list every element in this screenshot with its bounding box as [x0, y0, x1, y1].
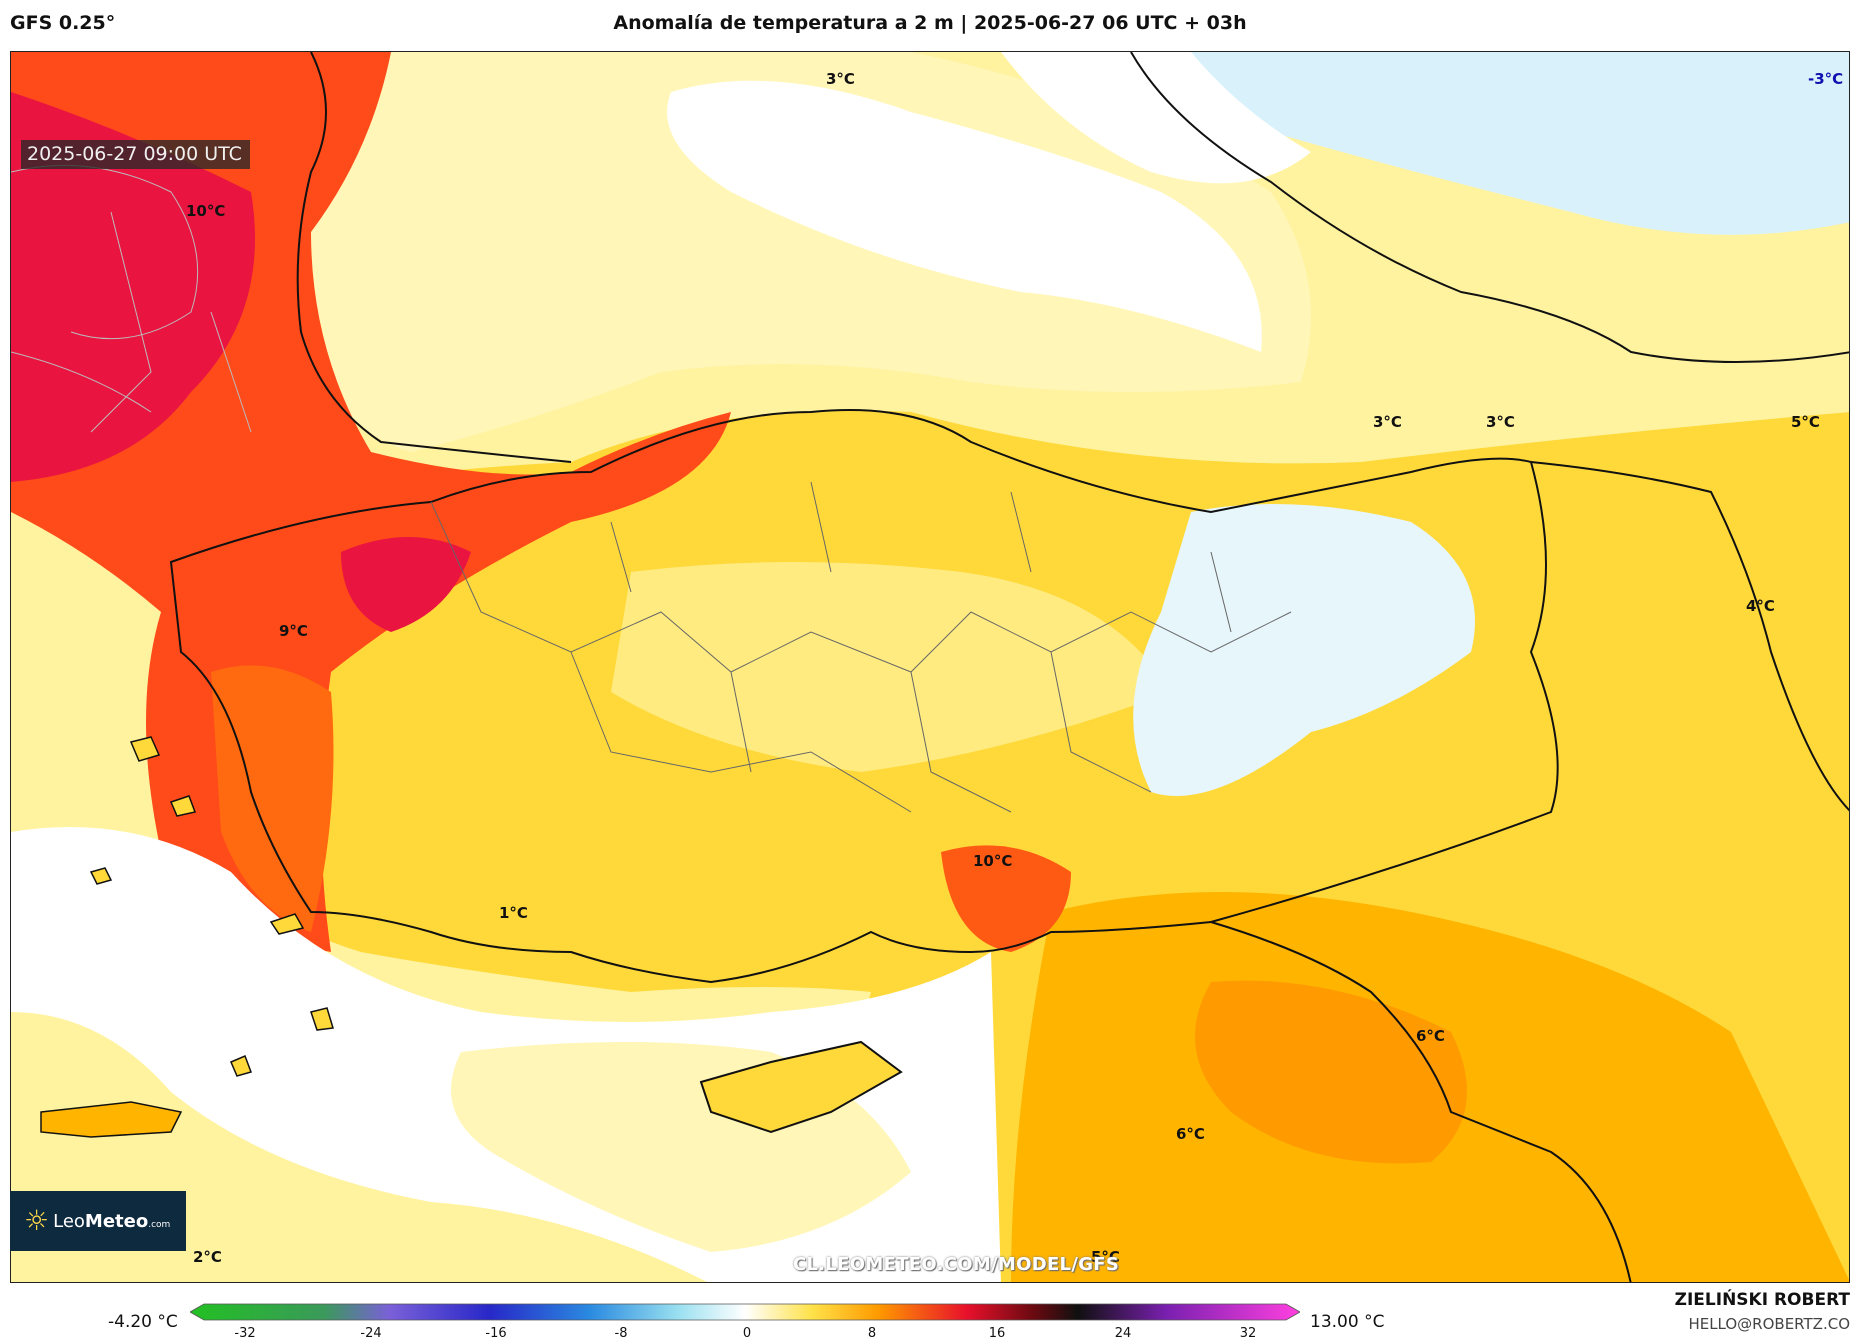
colorbar-min-label: -4.20 °C	[108, 1312, 178, 1332]
anomaly-label: 10°C	[973, 852, 1013, 870]
colorbar-tick: 0	[742, 1326, 752, 1341]
cold-ne-white	[1001, 52, 1311, 184]
turkey-border	[169, 409, 1559, 984]
west-anatolia-crimson	[341, 537, 471, 632]
map-title: Anomalía de temperatura a 2 m | 2025-06-…	[613, 12, 1247, 34]
anomaly-label: 1°C	[499, 904, 528, 922]
caucasus-border	[1130, 52, 1849, 363]
black-sea-coast	[296, 52, 572, 463]
colorbar-tick: 32	[1239, 1326, 1257, 1341]
colorbar-tick: -8	[614, 1326, 628, 1341]
anomaly-label: 2°C	[193, 1248, 222, 1266]
anomaly-label: 3°C	[826, 70, 855, 88]
anomaly-label: 6°C	[1416, 1027, 1445, 1045]
anomaly-label: 6°C	[1176, 1125, 1205, 1143]
colorbar-tick: -24	[360, 1326, 382, 1341]
colorbar-tick: -32	[234, 1326, 256, 1341]
anomaly-label: 5°C	[1791, 413, 1820, 431]
black-sea-white	[667, 80, 1262, 352]
anomaly-label: 10°C	[186, 202, 226, 220]
author-credit: ZIELIŃSKI ROBERT	[1674, 1290, 1850, 1310]
province-borders	[430, 481, 1292, 813]
cold-ne	[1171, 52, 1849, 235]
colorbar-tick: 8	[867, 1326, 877, 1341]
black-sea	[305, 52, 1311, 452]
cyprus	[699, 1040, 903, 1134]
anomaly-label: 4°C	[1746, 597, 1775, 615]
aegean-islands	[89, 736, 334, 1077]
watermark-url: CL.LEOMETEO.COM/MODEL/GFS	[793, 1254, 1120, 1275]
model-name: GFS 0.25°	[10, 12, 116, 34]
colorbar-tick: 16	[988, 1326, 1006, 1341]
colorbar-max-label: 13.00 °C	[1310, 1312, 1385, 1332]
syria-dark-orange	[1195, 980, 1467, 1164]
colorbar	[190, 1303, 1300, 1321]
colorbar-fill	[190, 1303, 1300, 1321]
map-canvas	[11, 52, 1849, 1282]
anomaly-label: 9°C	[279, 622, 308, 640]
iran-border	[1530, 461, 1849, 812]
east-cold	[1133, 504, 1475, 796]
balkans-crimson	[11, 92, 255, 482]
west-anatolia-orange	[211, 665, 334, 932]
logo-text: LeoMeteo.com	[53, 1210, 171, 1232]
crete	[40, 1101, 183, 1138]
temperature-anomaly-map[interactable]: 2025-06-27 09:00 UTC 3°C -3°C 10°C 3°C 3…	[10, 51, 1850, 1283]
syria-iraq-border	[1210, 921, 1632, 1282]
balkan-borders	[11, 164, 252, 433]
anomaly-label: 3°C	[1486, 413, 1515, 431]
timestamp-box: 2025-06-27 09:00 UTC	[21, 140, 250, 169]
author-email[interactable]: HELLO@ROBERTZ.CO	[1688, 1315, 1850, 1333]
adana-hot	[941, 845, 1071, 952]
anomaly-label: 3°C	[1373, 413, 1402, 431]
colorbar-tick: 24	[1114, 1326, 1132, 1341]
colorbar-tick: -16	[485, 1326, 507, 1341]
anomaly-label: -3°C	[1808, 70, 1844, 88]
sun-icon: ☼	[24, 1204, 50, 1237]
anomaly-label: 5°C	[1091, 1248, 1120, 1266]
leometeo-logo[interactable]: ☼ LeoMeteo.com	[10, 1191, 186, 1251]
interior-light	[611, 562, 1171, 772]
